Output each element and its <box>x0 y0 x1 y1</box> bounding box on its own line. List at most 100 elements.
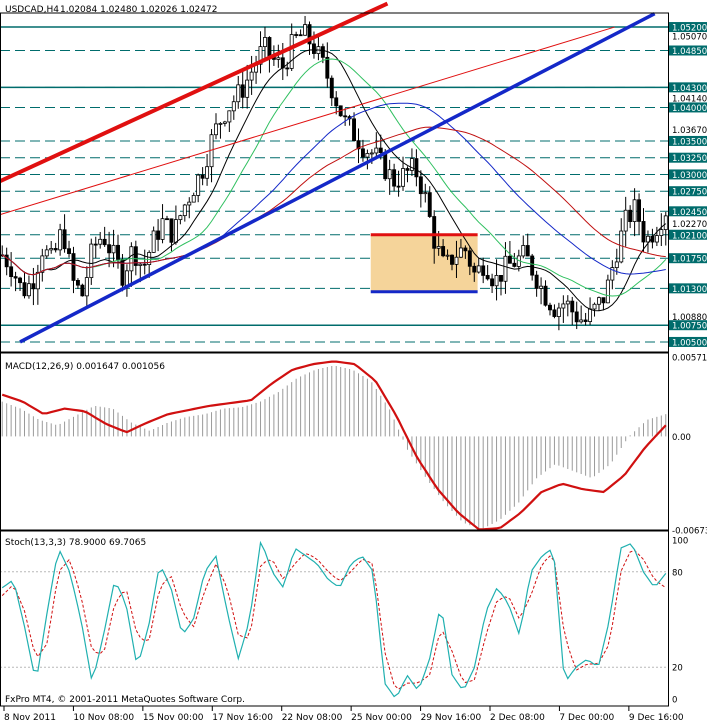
x-tick-label: 7 Dec 00:00 <box>559 713 614 723</box>
candle-body <box>409 158 414 171</box>
candle-body <box>35 271 40 290</box>
candle-body <box>427 192 432 217</box>
price-label: 1.02100 <box>672 231 707 241</box>
price-label-bg <box>669 135 707 146</box>
macd-axis-label: 0.00571 <box>672 354 707 364</box>
x-tick-label: 2 Dec 08:00 <box>490 713 545 723</box>
candle-body <box>445 254 450 257</box>
candle-body <box>401 168 405 187</box>
candle-body <box>200 174 205 179</box>
candle-body <box>450 254 454 265</box>
price-label-bg <box>669 283 707 294</box>
price-label: 1.02750 <box>672 188 707 198</box>
candle-body <box>40 255 45 273</box>
candle-body <box>320 46 325 58</box>
candle-body <box>481 265 486 276</box>
candle-body <box>423 192 428 195</box>
candle-body <box>387 169 392 180</box>
price-label: 1.00500 <box>672 338 707 348</box>
pane-border <box>0 530 669 707</box>
candle-body <box>610 267 615 281</box>
pane-frames: 8 Nov 2011 10 Nov 08:00 15 Nov 00:00 17 Nov… <box>0 12 684 723</box>
candle-body <box>222 121 227 124</box>
macd-axis-label: -0.00673 <box>672 527 707 537</box>
candle-body <box>512 262 517 267</box>
macd-pane[interactable]: 0.00571 0.00 -0.00673 <box>1 354 707 537</box>
candle-body <box>267 37 272 57</box>
price-label-bg <box>669 206 707 217</box>
candle-body <box>133 246 138 266</box>
candles <box>0 15 668 331</box>
candle-body <box>663 215 668 231</box>
x-tick-label: 9 Dec 16:00 <box>629 713 684 723</box>
candle-body <box>62 229 67 250</box>
x-tick-label: 17 Nov 16:00 <box>212 713 273 723</box>
stoch-signal-line <box>1 549 667 690</box>
price-label-bg <box>669 152 707 163</box>
candle-body <box>173 219 178 243</box>
candle-body <box>294 34 299 36</box>
price-label: 1.01300 <box>672 285 707 295</box>
stoch-axis-label: 80 <box>672 568 683 578</box>
candle-body <box>467 250 472 267</box>
candle-body <box>583 319 588 322</box>
candle-body <box>245 79 250 98</box>
candle-body <box>218 122 223 125</box>
candle-body <box>503 255 508 282</box>
x-tick-label: 8 Nov 2011 <box>4 713 56 723</box>
price-label-bg <box>669 320 707 331</box>
candle-body <box>276 57 281 60</box>
candle-body <box>334 97 339 107</box>
candle-body <box>84 277 89 297</box>
candle-body <box>147 252 152 265</box>
candle-body <box>378 147 383 154</box>
candle-body <box>623 209 628 232</box>
candle-body <box>67 248 71 254</box>
candle-body <box>396 185 401 188</box>
candle-body <box>530 255 535 276</box>
candle-body <box>565 300 570 305</box>
candle-body <box>307 24 312 45</box>
candle-body <box>534 274 539 289</box>
candle-body <box>579 319 584 323</box>
candle-body <box>93 243 98 246</box>
candle-body <box>646 235 650 243</box>
candle-body <box>49 248 54 251</box>
price-label: 1.04140 <box>672 95 707 105</box>
candle-body <box>654 235 659 243</box>
candle-body <box>53 248 58 251</box>
candle-body <box>405 168 410 171</box>
range-box <box>370 234 478 292</box>
candle-body <box>142 263 147 266</box>
candle-body <box>214 123 218 136</box>
x-tick-label: 22 Nov 08:00 <box>282 713 343 723</box>
candle-body <box>641 221 646 243</box>
x-tick-label: 29 Nov 16:00 <box>421 713 482 723</box>
candle-body <box>432 216 437 249</box>
candle-body <box>561 303 566 309</box>
candle-body <box>360 148 365 158</box>
candle-body <box>628 209 633 222</box>
x-tick-label: 25 Nov 00:00 <box>351 713 412 723</box>
candle-body <box>556 307 561 317</box>
candle-body <box>463 247 468 252</box>
stoch-axis-label: 0 <box>672 696 677 706</box>
candle-body <box>26 283 31 297</box>
candle-body <box>441 246 446 257</box>
candle-body <box>151 230 156 253</box>
candle-body <box>107 244 112 254</box>
stoch-pane[interactable]: 100 80 20 0 <box>0 537 688 706</box>
candle-body <box>521 245 526 257</box>
candle-body <box>374 147 379 154</box>
candle-body <box>22 282 27 297</box>
candle-body <box>169 218 174 243</box>
candle-body <box>182 204 187 217</box>
candle-body <box>454 256 459 265</box>
pane-border <box>0 352 669 531</box>
price-label: 1.04850 <box>672 47 707 57</box>
ma-mid-line <box>1 58 667 297</box>
candle-body <box>58 229 63 251</box>
candle-body <box>490 278 495 287</box>
